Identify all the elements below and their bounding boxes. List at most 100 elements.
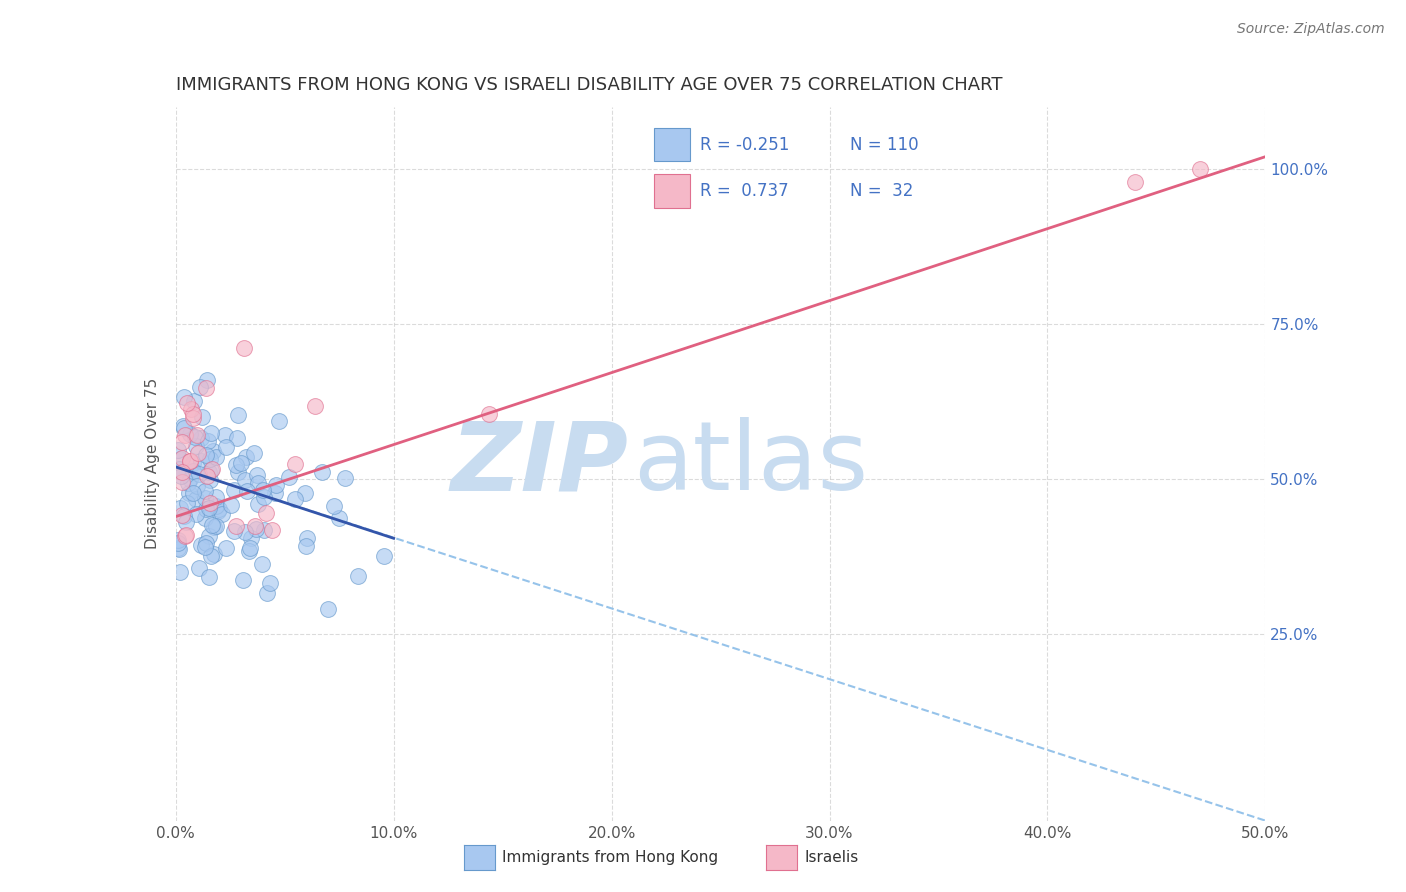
Point bbox=[195, 448, 218, 462]
Text: ZIP: ZIP bbox=[450, 417, 628, 510]
Point bbox=[202, 520, 225, 534]
Point bbox=[176, 528, 198, 542]
Point bbox=[174, 427, 197, 442]
Point bbox=[198, 473, 221, 487]
Point bbox=[167, 533, 190, 547]
Point bbox=[173, 508, 195, 523]
Text: Immigrants from Hong Kong: Immigrants from Hong Kong bbox=[502, 850, 718, 864]
Point bbox=[187, 446, 209, 460]
Point bbox=[260, 523, 283, 537]
Text: atlas: atlas bbox=[633, 417, 869, 510]
Point bbox=[246, 476, 269, 491]
Point bbox=[167, 536, 190, 550]
Point bbox=[180, 402, 202, 417]
Point bbox=[187, 467, 209, 481]
Point bbox=[179, 427, 201, 442]
Point bbox=[186, 491, 208, 506]
Point bbox=[184, 507, 207, 521]
Point bbox=[335, 471, 357, 485]
Point bbox=[190, 453, 212, 467]
Point bbox=[225, 518, 247, 533]
Point bbox=[173, 528, 195, 542]
Point bbox=[252, 491, 274, 505]
Point bbox=[200, 549, 222, 563]
Point bbox=[183, 464, 205, 478]
Point bbox=[173, 390, 195, 404]
Point bbox=[267, 414, 290, 428]
Point bbox=[202, 548, 225, 562]
Point bbox=[177, 486, 200, 500]
Point bbox=[194, 483, 217, 498]
Point bbox=[311, 465, 333, 479]
Point bbox=[205, 450, 228, 464]
Point bbox=[229, 456, 252, 470]
Y-axis label: Disability Age Over 75: Disability Age Over 75 bbox=[145, 378, 160, 549]
Point bbox=[284, 457, 307, 471]
Point bbox=[201, 517, 224, 532]
Point bbox=[169, 462, 191, 476]
Point bbox=[169, 565, 191, 579]
Point bbox=[205, 519, 228, 533]
Point bbox=[245, 522, 267, 536]
Point bbox=[208, 502, 231, 516]
Point bbox=[238, 541, 260, 556]
Point bbox=[184, 430, 207, 444]
Point bbox=[194, 535, 217, 549]
Point bbox=[197, 529, 219, 543]
Point bbox=[169, 452, 191, 467]
Point bbox=[172, 450, 194, 465]
Point bbox=[242, 445, 264, 459]
Point bbox=[172, 508, 194, 522]
Text: Source: ZipAtlas.com: Source: ZipAtlas.com bbox=[1237, 22, 1385, 37]
Point bbox=[233, 341, 256, 355]
Point bbox=[169, 501, 191, 516]
Point bbox=[174, 515, 197, 529]
Point bbox=[284, 491, 307, 506]
Point bbox=[200, 462, 222, 476]
Point bbox=[214, 440, 236, 454]
Point bbox=[243, 519, 266, 533]
Point bbox=[478, 408, 501, 422]
Point bbox=[190, 539, 212, 553]
Point bbox=[253, 523, 276, 537]
Point bbox=[184, 439, 207, 453]
Point bbox=[186, 479, 208, 493]
Point bbox=[214, 427, 236, 442]
Point bbox=[198, 451, 221, 466]
Point bbox=[347, 569, 370, 583]
Point bbox=[240, 532, 263, 546]
Point bbox=[235, 483, 257, 498]
Point bbox=[197, 465, 219, 479]
Point bbox=[172, 465, 194, 479]
Point bbox=[316, 602, 339, 616]
Point bbox=[183, 486, 205, 500]
Point bbox=[186, 427, 208, 442]
Point bbox=[167, 442, 190, 457]
Point bbox=[228, 408, 250, 422]
Point bbox=[235, 450, 257, 464]
Point bbox=[224, 524, 246, 539]
Point bbox=[190, 431, 212, 445]
Point bbox=[176, 396, 198, 410]
Point bbox=[197, 434, 219, 448]
Point bbox=[172, 419, 194, 434]
Point bbox=[1189, 162, 1212, 177]
Point bbox=[194, 491, 217, 505]
Point bbox=[252, 558, 274, 572]
Point bbox=[264, 486, 287, 500]
Point bbox=[195, 501, 218, 516]
Point bbox=[201, 443, 224, 458]
Point bbox=[264, 477, 287, 491]
Point bbox=[256, 586, 278, 600]
Point bbox=[232, 573, 254, 587]
Point bbox=[181, 410, 204, 425]
Point bbox=[179, 454, 201, 468]
Point bbox=[198, 570, 221, 584]
Point bbox=[172, 475, 194, 489]
Point bbox=[1123, 174, 1146, 188]
Point bbox=[198, 495, 221, 509]
Point bbox=[224, 483, 246, 497]
Point bbox=[295, 531, 318, 545]
Point bbox=[238, 543, 260, 558]
Point bbox=[194, 510, 217, 524]
